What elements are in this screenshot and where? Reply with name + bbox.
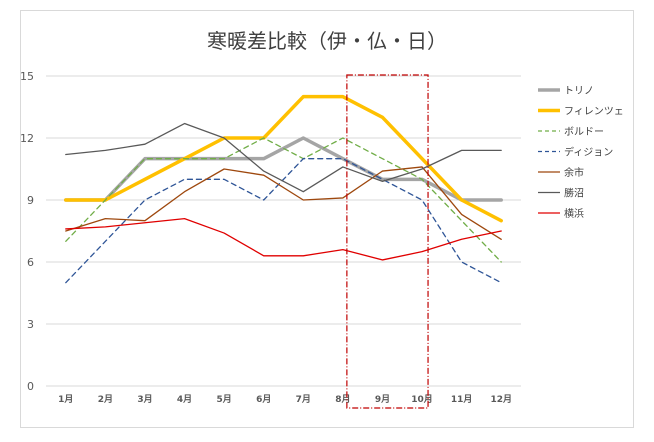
series-line-2 (64, 94, 503, 223)
series-line-1 (64, 136, 503, 202)
x-tick-label-5: 5月 (216, 394, 231, 405)
x-tick-label-7: 7月 (296, 394, 311, 405)
x-tick-label-6: 6月 (256, 394, 271, 405)
series-line-6 (65, 122, 502, 193)
y-tick-label-3: 3 (27, 318, 34, 331)
chart-area: 寒暖差比較（伊・仏・日） 0 3 6 9 12 15 1月 2月 3月 4月 5月 6月 7月 8月 9月 1… (20, 10, 634, 428)
series-line-5 (65, 166, 502, 240)
y-tick-label-12: 12 (21, 132, 34, 145)
x-tick-label-4: 4月 (177, 394, 192, 405)
highlight-box (346, 74, 429, 409)
x-tick-label-10: 10月 (411, 394, 433, 405)
y-tick-label-15: 15 (21, 70, 34, 83)
x-tick-label-3: 3月 (137, 394, 152, 405)
legend-label-3: ボルドー (564, 126, 604, 138)
x-tick-label-12: 12月 (490, 394, 512, 405)
y-tick-label-0: 0 (27, 380, 34, 393)
x-tick-label-8: 8月 (335, 394, 350, 405)
legend-label-2: フィレンツェ (564, 107, 624, 118)
chart-title: 寒暖差比較（伊・仏・日） (207, 29, 447, 53)
series-line-7 (65, 217, 502, 261)
legend-label-4: ディジョン (564, 146, 613, 159)
legend-label-6: 勝沼 (564, 187, 584, 200)
legend-label-7: 横浜 (564, 207, 584, 220)
chart-plot: 0 3 6 9 12 15 1月 2月 3月 4月 5月 6月 7月 8月 9月 10月 11月 12月 トリノフィ… (21, 70, 624, 409)
legend-label-5: 余市 (564, 166, 584, 179)
legend-label-1: トリノ (564, 86, 594, 97)
series-line-4 (65, 158, 502, 284)
x-tick-label-2: 2月 (98, 394, 113, 405)
y-tick-label-6: 6 (27, 256, 34, 269)
x-tick-label-9: 9月 (375, 394, 390, 405)
y-tick-label-9: 9 (27, 194, 34, 207)
x-tick-label-1: 1月 (58, 394, 73, 405)
x-tick-label-11: 11月 (451, 394, 473, 405)
